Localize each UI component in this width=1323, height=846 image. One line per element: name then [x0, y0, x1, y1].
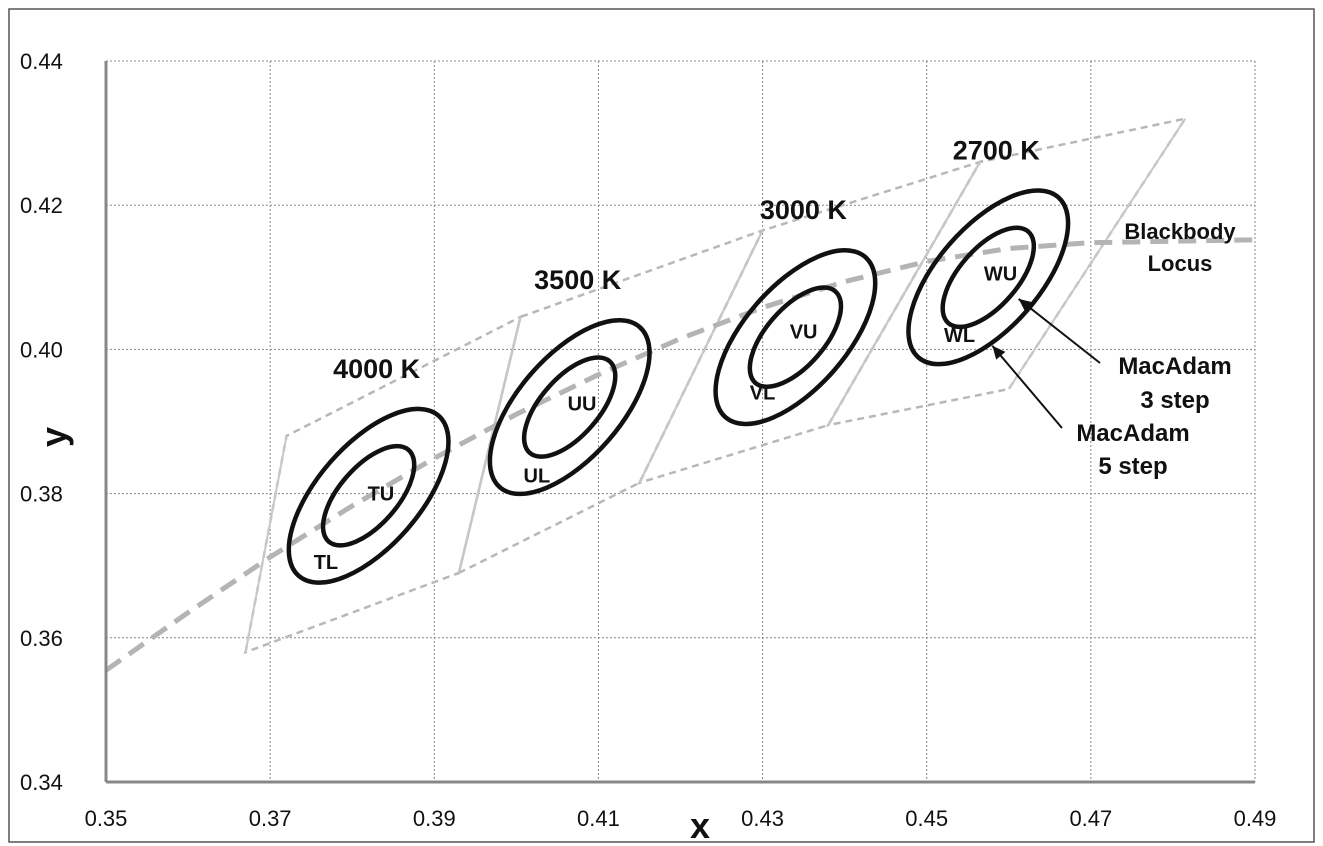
annotation-5step-line2: 5 step: [1098, 453, 1167, 480]
cct-label-0: 4000 K: [333, 354, 421, 384]
quadrangle-edge-right-3: [1007, 118, 1187, 390]
x-tick-label-0: 0.35: [85, 806, 128, 831]
annotation-arrowhead-0: [1018, 298, 1033, 312]
lower-label-3: WL: [944, 325, 975, 347]
ellipse-outer-0: [286, 406, 451, 585]
blackbody-locus-line: [104, 237, 1256, 673]
upper-label-3: WU: [984, 264, 1017, 286]
ellipse-inner-0: [320, 443, 417, 548]
lower-label-0: TL: [314, 552, 338, 574]
lower-label-2: VL: [750, 383, 776, 405]
x-tick-label-6: 0.47: [1069, 806, 1112, 831]
annotation-arrow-line-0: [1018, 298, 1101, 364]
ellipse-outer-3: [906, 188, 1071, 367]
y-tick-label-3: 0.40: [20, 337, 63, 362]
upper-label-0: TU: [368, 484, 395, 506]
x-tick-label-7: 0.49: [1234, 806, 1277, 831]
cct-label-1: 3500 K: [534, 265, 622, 295]
y-tick-label-5: 0.44: [20, 49, 63, 74]
ellipse-outer-1: [487, 317, 652, 497]
quadrangle-edge-left-0: [244, 435, 288, 653]
ellipse-inner-3: [940, 225, 1037, 330]
x-tick-label-5: 0.45: [905, 806, 948, 831]
x-tick-label-2: 0.39: [413, 806, 456, 831]
y-tick-label-2: 0.38: [20, 482, 63, 507]
cct-label-2: 3000 K: [760, 195, 848, 225]
upper-label-1: UU: [568, 393, 597, 415]
annotation-5step-line1: MacAdam: [1076, 420, 1189, 447]
blackbody-locus-label-line1: Blackbody: [1124, 219, 1236, 244]
lower-label-1: UL: [524, 466, 551, 488]
ellipse-inner-2: [747, 285, 844, 389]
quadrangle-edge-left-3: [827, 161, 981, 426]
annotation-arrowhead-1: [992, 345, 1006, 360]
upper-label-2: VU: [790, 321, 818, 343]
y-axis-title: y: [33, 427, 74, 447]
annotation-arrow-line-1: [991, 345, 1063, 429]
annotation-3step-line2: 3 step: [1140, 387, 1209, 414]
x-tick-label-1: 0.37: [249, 806, 292, 831]
y-tick-label-1: 0.36: [20, 626, 63, 651]
x-tick-label-3: 0.41: [577, 806, 620, 831]
chart-border: [8, 8, 1315, 843]
macadam-ellipses: [286, 188, 1071, 585]
blackbody-locus: [104, 237, 1256, 673]
quadrangle-edge-left-2: [638, 229, 764, 484]
blackbody-locus-label-line2: Locus: [1148, 251, 1213, 276]
annotation-3step-line1: MacAdam: [1118, 353, 1231, 380]
chart-labels: 4000 K TU TL 3500 K UU UL 3000 K VU VL 2700 K WU WL: [314, 135, 1101, 574]
axes: 0.35 0.37 0.39 0.41 0.43 0.45 0.47 0.49 0.34 0.36…: [20, 49, 1276, 831]
y-tick-label-4: 0.42: [20, 193, 63, 218]
x-axis-title: x: [690, 805, 710, 846]
cct-label-3: 2700 K: [953, 135, 1041, 165]
x-tick-label-4: 0.43: [741, 806, 784, 831]
y-tick-label-0: 0.34: [20, 770, 63, 795]
ellipse-outer-2: [713, 248, 878, 427]
ellipse-inner-1: [521, 355, 618, 459]
